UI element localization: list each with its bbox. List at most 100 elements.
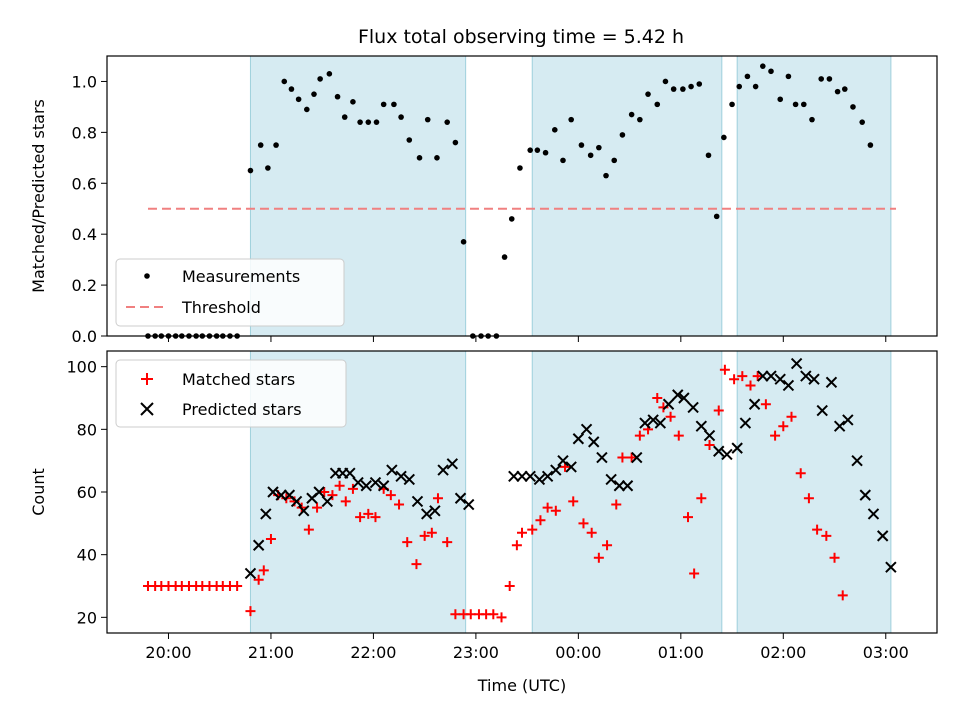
predicted-stars-point [533, 473, 546, 486]
matched-stars-point [232, 581, 243, 591]
measurement-point [736, 83, 743, 90]
matched-stars-point [327, 490, 338, 501]
matched-stars-point [517, 527, 527, 538]
measurement-point [596, 144, 602, 151]
top-chart-title: Flux total observing time = 5.42 h [358, 26, 684, 48]
top-y-axis-label: Matched/Predicted stars [29, 99, 48, 293]
matched-stars-point [265, 534, 276, 544]
matched-stars-point [426, 527, 437, 538]
predicted-stars-point [429, 505, 441, 517]
bottom-y-tick-label: 80 [77, 420, 97, 439]
matched-stars-point [812, 524, 823, 535]
predicted-stars-point [290, 495, 303, 508]
predicted-stars-point [842, 414, 854, 426]
predicted-stars-point [463, 498, 475, 511]
matched-stars-point [496, 612, 507, 623]
top-legend-box [115, 258, 345, 327]
measurement-point [406, 137, 413, 143]
measurement-point [326, 71, 333, 77]
predicted-stars-point [403, 473, 415, 486]
measurement-point [501, 254, 508, 260]
top-y-tick-label: 0.2 [72, 276, 97, 295]
measurement-point [273, 142, 279, 148]
matched-stars-point [689, 568, 700, 579]
predicted-stars-point [572, 433, 585, 445]
predicted-stars-point [774, 373, 786, 385]
legend-predicted-marker [140, 402, 154, 416]
bottom-x-tick-label: 00:00 [555, 643, 601, 662]
measurement-point [357, 119, 363, 125]
predicted-stars-point [621, 480, 634, 492]
measurement-point [696, 81, 703, 87]
matched-stars-point [419, 530, 430, 541]
matched-stars-point [586, 527, 597, 538]
legend-measurement-marker [144, 273, 150, 279]
predicted-stars-point [557, 454, 569, 467]
measurement-point [662, 78, 669, 85]
measurement-point [341, 114, 348, 120]
predicted-stars-point [411, 495, 424, 508]
predicted-stars-point [885, 561, 897, 573]
measurement-point [834, 88, 841, 95]
predicted-stars-point [386, 464, 398, 476]
matched-stars-point [347, 483, 358, 494]
measurement-point [713, 213, 720, 220]
predicted-stars-point [369, 476, 382, 489]
matched-stars-point [593, 552, 604, 563]
matched-stars-point [795, 468, 806, 479]
measurement-point [517, 165, 523, 171]
top-y-tick-label: 0.8 [72, 123, 97, 142]
predicted-stars-point [420, 508, 433, 520]
matched-stars-point [821, 530, 832, 541]
measurement-point [752, 83, 759, 90]
measurement-point [317, 76, 323, 82]
predicted-stars-point [377, 480, 390, 492]
predicted-stars-point [748, 398, 761, 410]
predicted-stars-point [678, 392, 690, 404]
matched-stars-point [803, 493, 814, 504]
bottom-x-tick-label: 20:00 [145, 643, 191, 662]
bottom-x-tick-label: 21:00 [248, 643, 294, 662]
predicted-stars-point [298, 505, 310, 517]
predicted-stars-point [580, 423, 593, 436]
matched-stars-point [303, 524, 314, 535]
predicted-stars-point [524, 470, 536, 483]
bottom-legend: Matched stars Predicted stars [115, 359, 347, 428]
measurement-point [424, 116, 431, 123]
measurement-point [637, 116, 643, 123]
bottom-x-tick-label: 02:00 [760, 643, 806, 662]
matched-stars-point [729, 374, 740, 385]
measurement-point [785, 73, 792, 80]
measurement-point [809, 116, 815, 123]
measurement-point [527, 147, 533, 153]
bottom-y-tick-label: 60 [77, 483, 97, 502]
top-y-tick-label: 0.6 [72, 174, 97, 193]
measurement-point [281, 78, 288, 85]
predicted-stars-point [765, 370, 777, 382]
matched-stars-point [611, 499, 622, 510]
measurement-point [800, 101, 807, 108]
measurement-point [534, 147, 541, 153]
predicted-stars-point [446, 458, 459, 470]
measurement-point [680, 86, 686, 92]
measurement-point [850, 104, 856, 110]
measurement-point [654, 101, 661, 108]
matched-stars-point [760, 399, 771, 410]
measurement-point [619, 132, 626, 138]
matched-stars-point [683, 512, 693, 523]
matched-stars-point [778, 421, 789, 432]
matched-stars-point [385, 490, 396, 501]
measurement-point [560, 157, 566, 164]
predicted-stars-point [244, 567, 257, 580]
predicted-stars-point [565, 461, 577, 473]
matched-stars-point [665, 411, 676, 422]
measurement-point [373, 119, 380, 125]
bottom-y-tick-label: 100 [66, 358, 97, 377]
matched-stars-point [402, 537, 413, 548]
matched-stars-point [411, 559, 422, 570]
legend-measurements-label: Measurements [182, 267, 300, 286]
matched-stars-point [511, 540, 522, 551]
predicted-stars-point [613, 480, 626, 492]
legend-threshold-label: Threshold [181, 298, 261, 317]
top-axes-frame [106, 55, 938, 337]
